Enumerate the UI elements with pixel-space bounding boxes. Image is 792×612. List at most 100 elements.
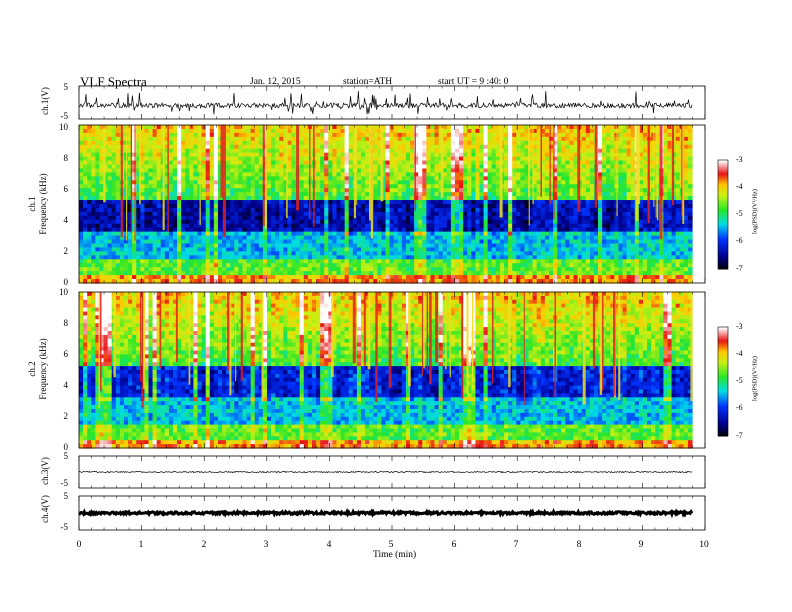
- spectrogram-cell: [405, 172, 411, 177]
- spectrogram-cell: [271, 219, 276, 225]
- spectrogram-cell: [405, 243, 411, 249]
- spectrogram-cell: [128, 247, 133, 252]
- spectrogram-cell: [581, 128, 587, 134]
- spectrogram-cell: [177, 243, 182, 249]
- spectrogram-cell: [540, 251, 546, 256]
- spectrogram-cell: [234, 125, 239, 130]
- spectrogram-cell: [512, 239, 517, 245]
- spectrogram-cell: [634, 247, 640, 252]
- spectrogram-cell: [463, 188, 468, 193]
- spectrogram-cell: [471, 168, 477, 173]
- spectrogram-cell: [414, 125, 419, 130]
- spectrogram-cell: [602, 227, 607, 233]
- spectrogram-cell: [193, 192, 199, 197]
- spectrogram-cell: [172, 172, 178, 177]
- spectrogram-cell: [132, 192, 137, 197]
- spectrogram-cell: [414, 196, 419, 201]
- spectrogram-cell: [230, 168, 235, 173]
- spectrogram-cell: [238, 176, 244, 181]
- spectrogram-cell: [434, 132, 440, 138]
- spectrogram-cell: [663, 207, 669, 213]
- spectrogram-cell: [454, 132, 460, 138]
- spectrogram-cell: [495, 168, 501, 173]
- spectrogram-cell: [581, 180, 587, 185]
- spectrogram-cell: [115, 132, 121, 138]
- spectrogram-cell: [132, 125, 137, 130]
- spectrogram-cell: [389, 204, 395, 209]
- spectrogram-cell: [483, 204, 489, 209]
- spectrogram-cell: [344, 239, 350, 245]
- spectrogram-cell: [385, 223, 391, 229]
- spectrogram-cell: [230, 200, 235, 205]
- spectrogram-cell: [561, 140, 566, 146]
- spectrogram-cell: [520, 227, 526, 233]
- spectrogram-cell: [405, 164, 411, 170]
- spectrogram-cell: [446, 243, 452, 249]
- spectrogram-cell: [536, 180, 542, 185]
- spectrogram-cell: [536, 219, 542, 225]
- spectrogram-cell: [205, 251, 211, 256]
- spectrogram-cell: [512, 247, 517, 252]
- spectrogram-cell: [671, 227, 677, 233]
- spectrogram-cell: [557, 200, 562, 205]
- spectrogram-cell: [373, 132, 378, 138]
- spectrogram-cell: [271, 164, 276, 170]
- spectrogram-cell: [491, 251, 497, 256]
- spectrogram-cell: [508, 148, 513, 154]
- spectrogram-cell: [430, 251, 436, 256]
- spectrogram-cell: [569, 128, 575, 134]
- spectrogram-cell: [536, 211, 542, 217]
- spectrogram-cell: [189, 251, 195, 256]
- spectrogram-cell: [279, 204, 284, 209]
- spectrogram-cell: [683, 180, 689, 185]
- spectrogram-cell: [675, 235, 681, 241]
- spectrogram-cell: [266, 243, 272, 249]
- spectrogram-cell: [446, 140, 452, 146]
- spectrogram-cell: [209, 243, 215, 249]
- spectrogram-cell: [279, 184, 284, 189]
- spectrogram-cell: [242, 144, 248, 150]
- spectrogram-cell: [479, 211, 485, 217]
- spectrogram-cell: [553, 144, 558, 150]
- spectrogram-cell: [483, 227, 489, 233]
- spectrogram-cell: [156, 196, 162, 201]
- spectrogram-cell: [205, 188, 211, 193]
- spectrogram-cell: [377, 211, 383, 217]
- spectrogram-cell: [389, 160, 395, 166]
- spectrogram-cell: [548, 128, 554, 134]
- spectrogram-cell: [95, 219, 101, 225]
- spectrogram-cell: [454, 180, 460, 185]
- spectrogram-cell: [459, 207, 464, 213]
- spectrogram-cell: [365, 180, 370, 185]
- spectrogram-cell: [164, 204, 170, 209]
- spectrogram-cell: [279, 243, 284, 249]
- spectrogram-cell: [393, 160, 399, 166]
- spectrogram-cell: [234, 196, 239, 201]
- spectrogram-cell: [520, 196, 526, 201]
- spectrogram-cell: [152, 148, 158, 154]
- spectrogram-cell: [365, 231, 370, 237]
- spectrogram-cell: [504, 136, 509, 142]
- spectrogram-cell: [226, 140, 231, 146]
- spectrogram-cell: [144, 125, 150, 130]
- spectrogram-cell: [414, 156, 419, 162]
- spectrogram-cell: [234, 176, 239, 181]
- spectrogram-cell: [144, 200, 150, 205]
- spectrogram-cell: [152, 140, 158, 146]
- spectrogram-cell: [483, 125, 489, 130]
- spectrogram-cell: [414, 215, 419, 221]
- spectrogram-cell: [442, 188, 448, 193]
- spectrogram-cell: [459, 223, 464, 229]
- spectrogram-cell: [385, 160, 391, 166]
- spectrogram-cell: [671, 239, 677, 245]
- spectrogram-cell: [642, 156, 648, 162]
- spectrogram-cell: [185, 144, 190, 150]
- spectrogram-cell: [687, 148, 693, 154]
- spectrogram-cell: [495, 184, 501, 189]
- spectrogram-cell: [365, 140, 370, 146]
- spectrogram-cell: [328, 247, 333, 252]
- spectrogram-cell: [504, 176, 509, 181]
- spectrogram-cell: [348, 164, 354, 170]
- spectrogram-cell: [320, 211, 325, 217]
- spectrogram-cell: [148, 184, 154, 189]
